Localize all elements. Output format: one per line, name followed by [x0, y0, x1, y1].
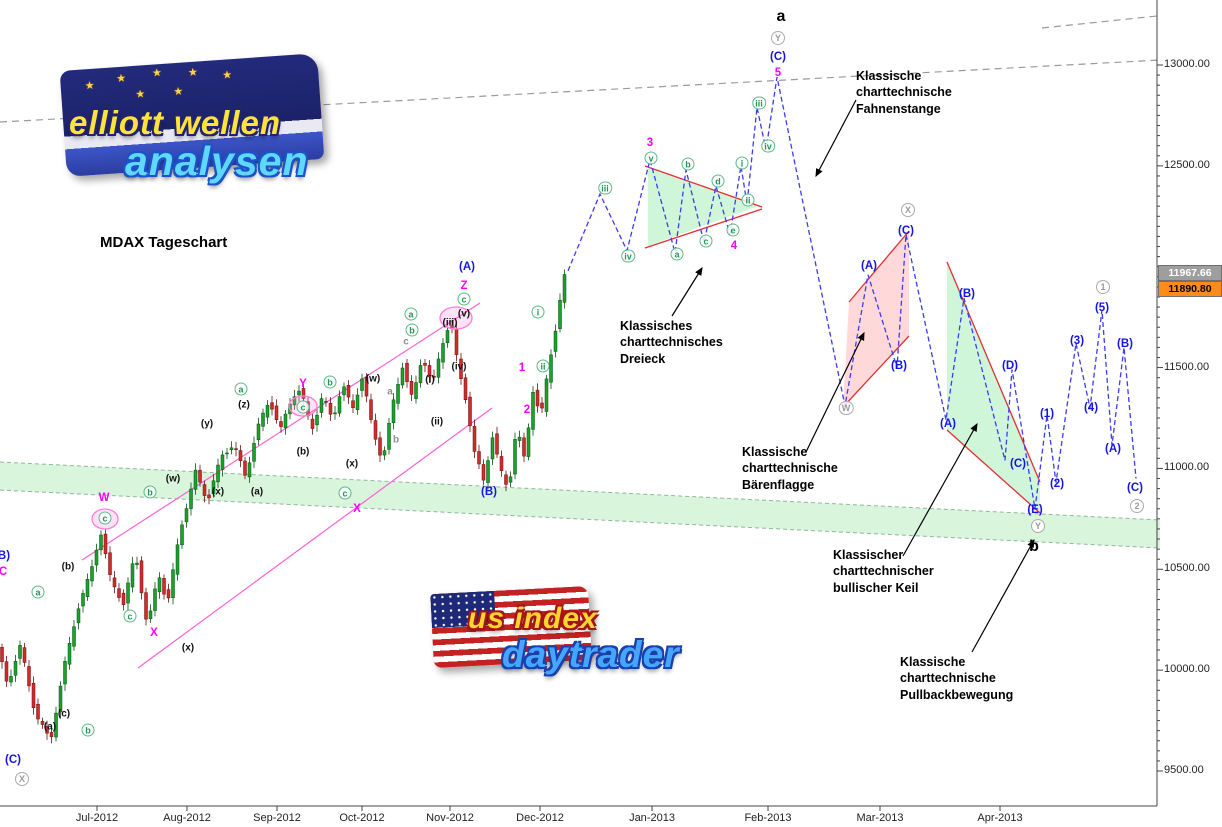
- star-icon: ★: [172, 85, 184, 99]
- y-axis-label: 9500.00: [1164, 764, 1204, 776]
- high-price-tag: 11967.66: [1158, 265, 1222, 282]
- y-axis-label: 12500.00: [1164, 158, 1210, 171]
- last-price-tag: 11890.80: [1158, 280, 1222, 297]
- elliott-wellen-logo: ★ ★ ★ ★ ★ ★ ★ elliott wellen analysen: [55, 52, 345, 197]
- page-title: MDAX Tageschart: [100, 234, 228, 251]
- logo-text-elliott-wellen: elliott wellen: [69, 104, 282, 141]
- x-axis-label: Dec-2012: [516, 812, 564, 824]
- logo-text-daytrader: daytrader: [502, 634, 680, 675]
- annotation-keil: Klassischer charttechnischer bullischer …: [833, 548, 934, 595]
- x-axis-label: Sep-2012: [253, 812, 301, 824]
- x-axis-label: Feb-2013: [744, 812, 792, 824]
- x-axis-label: Oct-2012: [339, 812, 385, 824]
- x-axis-label: Jan-2013: [629, 812, 675, 824]
- star-icon: ★: [221, 69, 233, 82]
- x-axis-label: Nov-2012: [426, 812, 474, 824]
- y-axis-label: 10500.00: [1164, 562, 1210, 575]
- logo-text-analysen: analysen: [125, 138, 309, 184]
- y-axis-label: 11000.00: [1164, 461, 1210, 474]
- y-axis-label: 13000.00: [1164, 58, 1210, 70]
- x-axis-label: Aug-2012: [163, 812, 211, 824]
- logo-text-us-index: us index: [468, 602, 598, 635]
- us-index-daytrader-logo: us index daytrader: [428, 584, 728, 699]
- annotation-baerenflagge: Klassische charttechnische Bärenflagge: [742, 445, 838, 492]
- star-icon: ★: [151, 67, 163, 80]
- star-icon: ★: [135, 88, 146, 101]
- annotation-pullback: Klassische charttechnische Pullbackbeweg…: [900, 655, 1014, 702]
- price-axis[interactable]: 13000.00 12500.00 11500.00 11000.00 10500.00…: [1157, 0, 1222, 827]
- x-axis-label: Mar-2013: [856, 812, 904, 824]
- y-axis-label: 11500.00: [1164, 360, 1210, 373]
- time-axis[interactable]: Jul-2012 Aug-2012 Sep-2012 Oct-2012 Nov-2012…: [0, 806, 1157, 827]
- y-axis-label: 10000.00: [1164, 663, 1210, 676]
- star-icon: ★: [187, 66, 199, 80]
- annotation-dreieck: Klassisches charttechnisches Dreieck: [620, 319, 723, 366]
- star-icon: ★: [84, 79, 96, 93]
- star-icon: ★: [115, 72, 127, 86]
- annotation-fahnenstange: Klassische charttechnische Fahnenstange: [856, 69, 952, 116]
- x-axis-label: Apr-2013: [977, 812, 1023, 824]
- x-axis-label: Jul-2012: [75, 812, 119, 824]
